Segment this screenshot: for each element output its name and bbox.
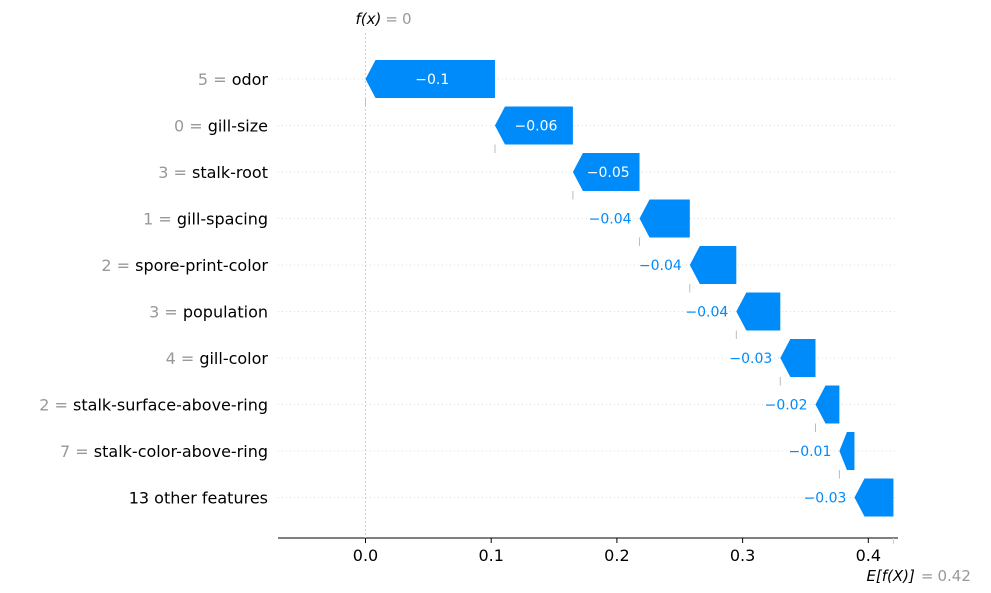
- feature-label: 7 = stalk-color-above-ring: [60, 442, 268, 461]
- bar-value-label: −0.03: [804, 491, 847, 507]
- ex-name: E[f(X)]: [866, 567, 915, 585]
- feature-name: odor: [232, 70, 269, 89]
- feature-labels: 5 = odor 0 = gill-size 3 = stalk-root 1 = g…: [39, 70, 268, 508]
- waterfall-bar: [494, 106, 573, 145]
- feature-name: spore-print-color: [135, 256, 268, 275]
- feature-name: stalk-root: [192, 163, 268, 182]
- fx-label: f(x) = 0: [356, 10, 412, 28]
- feature-value: 1 =: [143, 210, 177, 229]
- feature-name: gill-color: [199, 349, 268, 368]
- feature-label: 0 = gill-size: [174, 117, 268, 136]
- bar-value-label: −0.1: [415, 72, 449, 88]
- waterfall-bar: [839, 432, 855, 470]
- bar-value-label: −0.03: [729, 351, 772, 367]
- bar-value-label: −0.01: [788, 444, 831, 460]
- ex-label: E[f(X)] = 0.42: [866, 567, 970, 585]
- waterfall-bar: [780, 339, 816, 377]
- feature-name: population: [183, 303, 268, 322]
- bar-value-label: −0.05: [587, 165, 630, 181]
- x-tick-label: 0.2: [604, 546, 629, 565]
- waterfall-bar: [572, 153, 640, 191]
- feature-value: 0 =: [174, 117, 208, 136]
- ex-eq: =: [921, 567, 934, 585]
- feature-value: 2 =: [101, 256, 135, 275]
- feature-value: 3 =: [158, 163, 192, 182]
- waterfall-bar: [854, 478, 894, 517]
- bar-value-label: −0.06: [514, 119, 557, 135]
- fx-value: 0: [402, 10, 412, 28]
- fx-eq: =: [385, 10, 398, 28]
- feature-name: gill-spacing: [177, 210, 268, 229]
- feature-label: 3 = stalk-root: [158, 163, 268, 182]
- x-tick-label: 0.0: [353, 546, 378, 565]
- waterfall-bar: [736, 292, 781, 331]
- grid-layer: [278, 78, 898, 498]
- bar-value-label: −0.02: [765, 398, 808, 414]
- feature-label: 4 = gill-color: [166, 349, 269, 368]
- fx-annotation: f(x) = 0: [356, 10, 412, 538]
- feature-value: 4 =: [166, 349, 200, 368]
- feature-label: 5 = odor: [198, 70, 269, 89]
- bar-value-label: −0.04: [639, 258, 682, 274]
- feature-name: gill-size: [208, 117, 268, 136]
- ex-annotation: E[f(X)] = 0.42: [866, 538, 971, 585]
- bar-value-label: −0.04: [685, 305, 728, 321]
- feature-value: 3 =: [149, 303, 183, 322]
- feature-label: 3 = population: [149, 303, 268, 322]
- waterfall-bar: [639, 199, 690, 238]
- waterfall-bar: [689, 246, 737, 284]
- feature-name: stalk-color-above-ring: [94, 442, 268, 461]
- feature-label: 2 = spore-print-color: [101, 256, 268, 275]
- x-tick-label: 0.1: [478, 546, 503, 565]
- feature-name: 13 other features: [129, 489, 268, 508]
- feature-value: 5 =: [198, 70, 232, 89]
- waterfall-bar: [365, 60, 495, 98]
- x-axis: 0.0 0.1 0.2 0.3 0.4: [278, 537, 898, 565]
- feature-label: 13 other features: [129, 489, 268, 508]
- feature-value: 2 =: [39, 396, 73, 415]
- fx-name: f(x): [356, 10, 382, 28]
- ex-value: 0.42: [937, 567, 970, 585]
- bar-value-label: −0.04: [589, 212, 632, 228]
- feature-label: 2 = stalk-surface-above-ring: [39, 396, 268, 415]
- waterfall-bar: [815, 385, 840, 424]
- feature-label: 1 = gill-spacing: [143, 210, 268, 229]
- x-tick-label: 0.4: [856, 546, 881, 565]
- bar-layer: −0.1 −0.06 −0.05 −0.04 −0.04 −0.04 −0.03 −0.02 −…: [365, 60, 894, 517]
- x-tick-label: 0.3: [730, 546, 755, 565]
- feature-value: 7 =: [60, 442, 94, 461]
- feature-name: stalk-surface-above-ring: [73, 396, 268, 415]
